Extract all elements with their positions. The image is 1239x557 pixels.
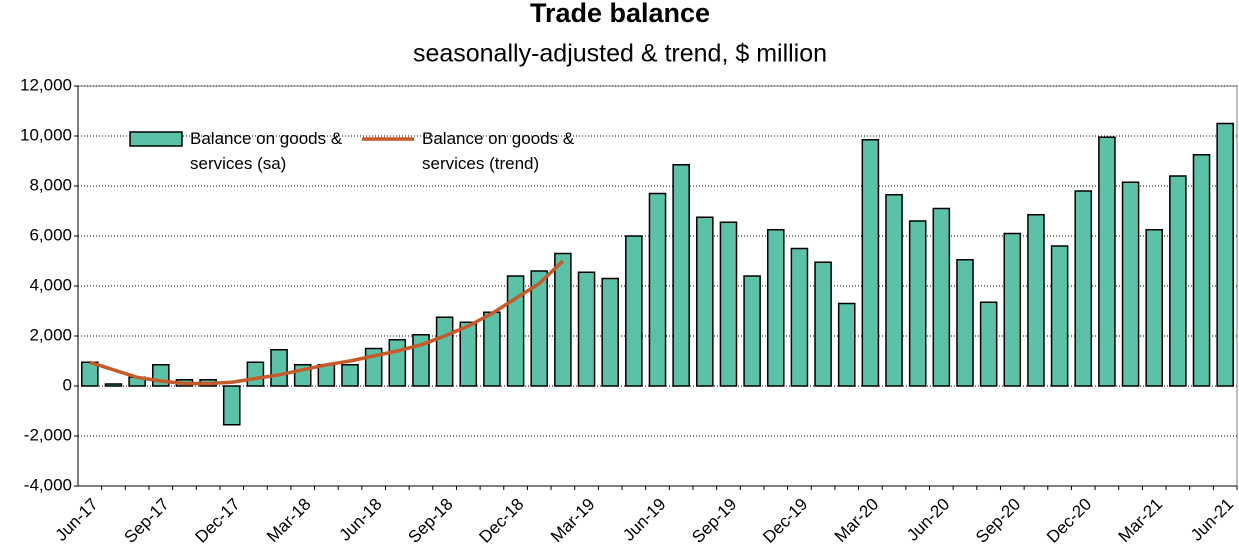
plot-border [77,85,1238,487]
x-tick-label: Jun-21 [1187,495,1237,545]
legend-label: Balance on goods & services (trend) [422,129,575,173]
trend-line [89,259,565,386]
y-tick-label: 2,000 [29,325,72,344]
bar [459,321,478,387]
x-tick-label: Dec-17 [192,495,244,547]
bar [979,301,998,387]
legend-label: Balance on goods & services (sa) [190,129,343,173]
bar [1050,245,1069,387]
bar [341,364,359,387]
bar [790,247,809,387]
x-tick-label: Sep-18 [404,495,456,547]
x-tick-label: Dec-20 [1043,495,1095,547]
bar [1027,214,1045,387]
bar [672,164,690,387]
x-tick-label: Jun-19 [619,495,669,545]
bar [861,139,880,387]
y-tick-label: -2,000 [24,425,72,444]
bar [601,277,619,387]
y-tick-label: -4,000 [24,475,72,494]
x-tick-label: Sep-20 [972,495,1024,547]
chart-subtitle: seasonally-adjusted & trend, $ million [413,40,827,68]
bar [1003,232,1022,387]
bar [530,270,549,387]
bar [956,259,974,387]
bar [435,316,454,387]
y-tick-label: 0 [63,375,72,394]
bar [885,194,903,387]
bar [837,302,856,387]
bar [388,339,407,387]
bar [932,207,951,387]
bar [719,221,738,387]
y-tick-label: 10,000 [20,125,72,144]
bar [814,261,832,387]
bar [483,311,501,387]
x-tick-label: Mar-21 [1115,495,1167,547]
x-tick-label: Jun-17 [52,495,102,545]
y-tick-label: 8,000 [29,175,72,194]
bar [625,235,643,387]
bar [1121,181,1140,387]
y-tick-label: 12,000 [20,75,72,94]
x-tick-label: Sep-17 [121,495,173,547]
bar [246,361,265,387]
chart-title: Trade balance [530,0,710,28]
bar [1169,175,1187,387]
bar [317,364,336,387]
y-tick-label: 6,000 [29,225,72,244]
bar [1074,190,1093,387]
bar [1216,122,1234,387]
legend-swatch [129,131,183,147]
bar [696,216,714,387]
bar [1145,229,1164,387]
bar [908,220,927,387]
bar [222,385,241,426]
bar [506,275,525,387]
x-tick-label: Mar-20 [831,495,883,547]
bar [577,271,596,387]
bar [648,192,667,387]
x-tick-label: Mar-18 [263,495,315,547]
bar [1192,154,1211,387]
x-tick-label: Mar-19 [547,495,599,547]
bar [1098,136,1116,387]
x-tick-label: Sep-19 [688,495,740,547]
x-tick-label: Jun-20 [903,495,953,545]
x-tick-label: Dec-18 [475,495,527,547]
bar [104,383,123,387]
x-tick-label: Jun-18 [335,495,385,545]
bar [743,275,761,387]
bar [554,252,572,387]
x-tick-label: Dec-19 [759,495,811,547]
y-tick-label: 4,000 [29,275,72,294]
bar [270,349,288,387]
bar [766,229,785,387]
